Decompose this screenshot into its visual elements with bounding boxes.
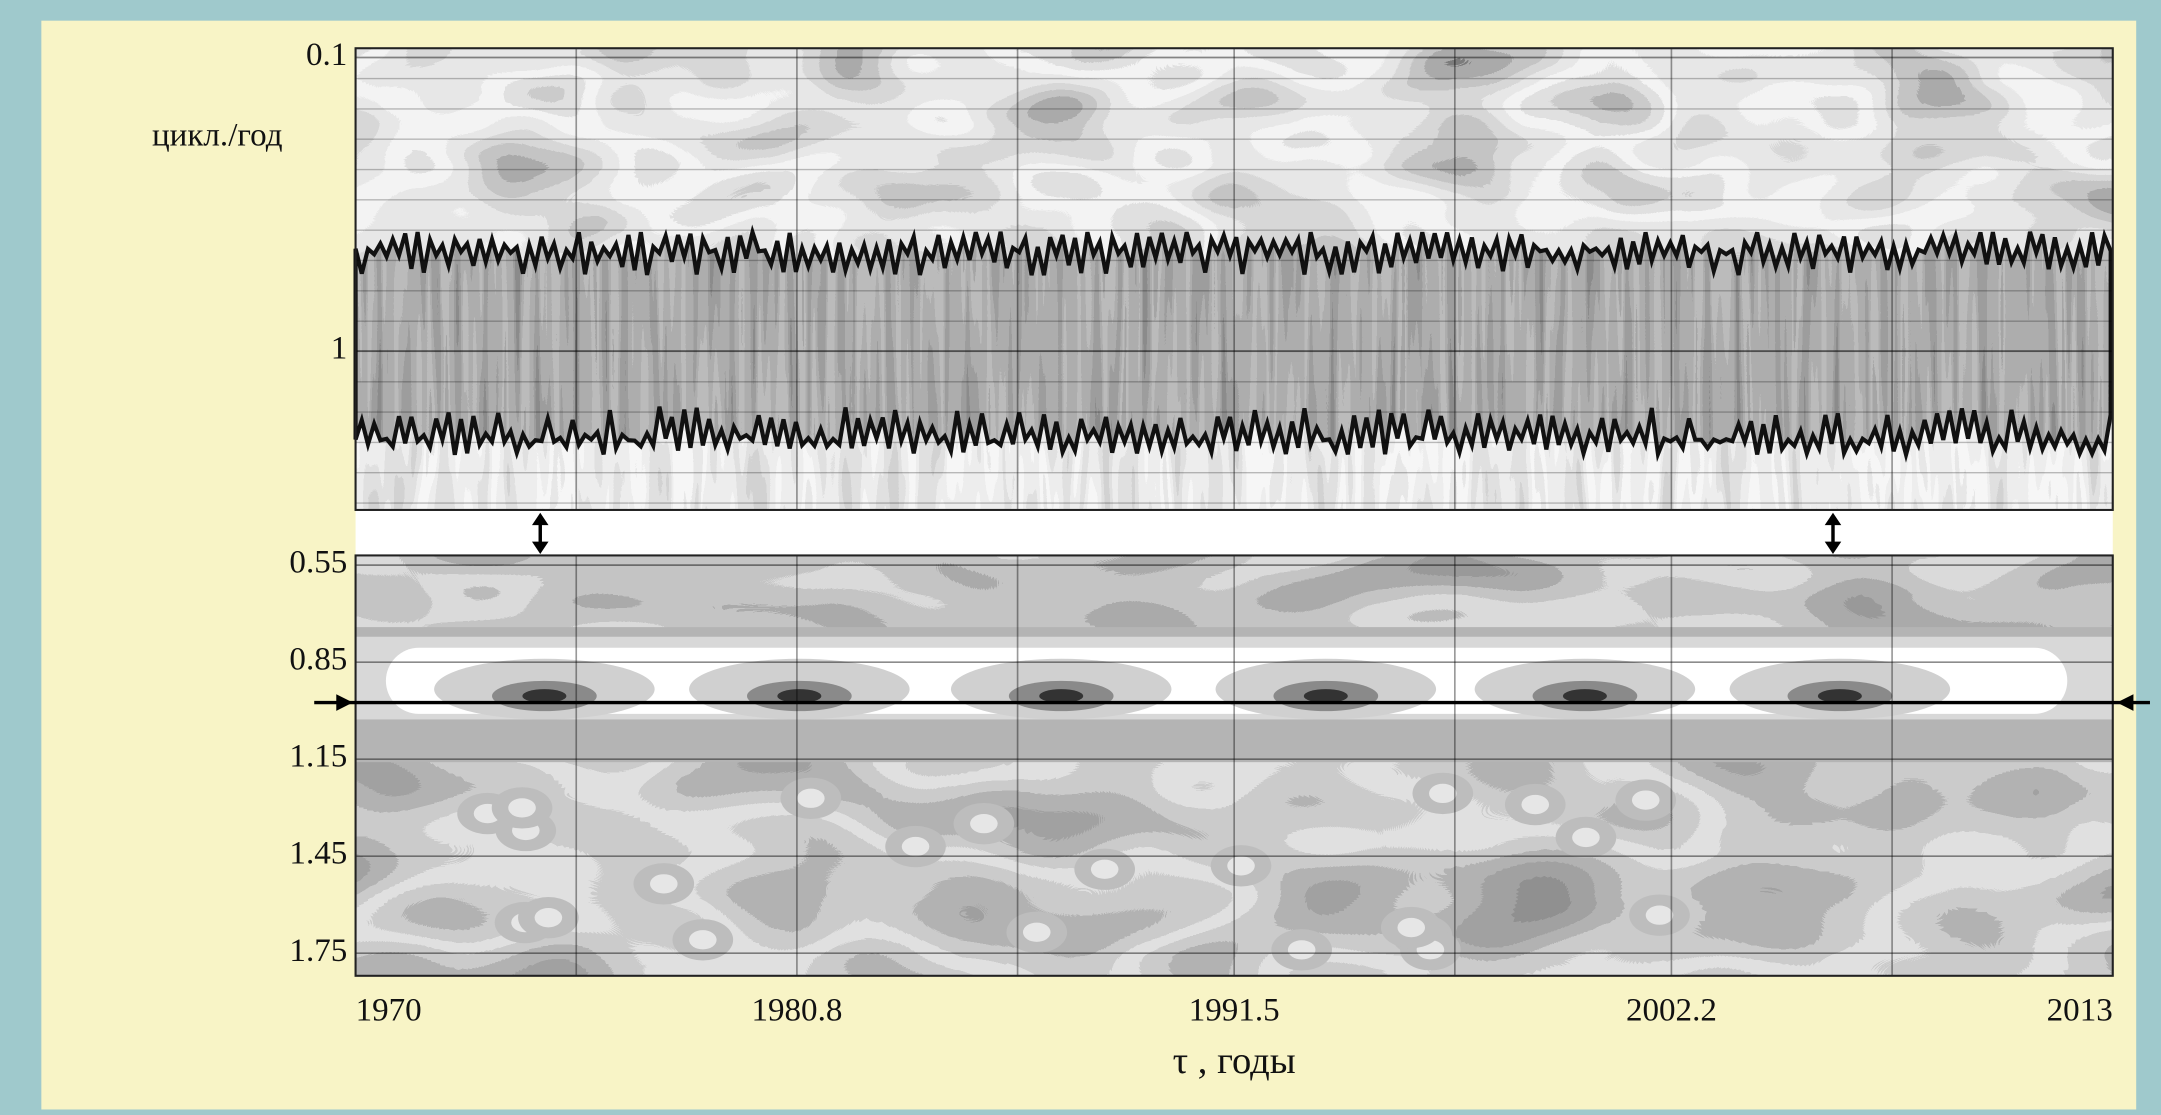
x-tick-label: 2002.2 — [1626, 993, 1717, 1029]
y-tick-label: 0.85 — [289, 642, 347, 678]
heatmap-blob — [1429, 784, 1457, 803]
chart: 0.1 1 цикл./год 0.55 0.85 1.15 1.45 1.751970 198… — [0, 0, 2161, 1115]
gap-band — [356, 510, 2113, 555]
heatmap-blob — [1521, 795, 1549, 814]
y-tick-label: 1.15 — [289, 739, 347, 775]
heatmap-blob — [1646, 906, 1674, 925]
heatmap-blob — [650, 874, 678, 893]
heatmap-blob — [1091, 860, 1119, 879]
heatmap-blob — [535, 908, 563, 927]
x-tick-label: 1970 — [356, 993, 422, 1029]
x-tick-label: 1991.5 — [1189, 993, 1280, 1029]
heatmap-blob — [689, 930, 717, 949]
heatmap-blob — [970, 814, 998, 833]
x-tick-label: 2013 — [2047, 993, 2113, 1029]
y-tick-label: 1.75 — [289, 933, 347, 969]
page: 0.1 1 цикл./год 0.55 0.85 1.15 1.45 1.751970 198… — [0, 0, 2161, 1115]
heatmap-blob — [1227, 856, 1255, 875]
y-tick-label: 1.45 — [289, 836, 347, 872]
heatmap-blob — [1632, 790, 1660, 809]
x-tick-label: 1980.8 — [751, 993, 842, 1029]
y-axis-label: цикл./год — [152, 117, 283, 153]
heatmap-blob — [1288, 940, 1316, 959]
heatmap-blob — [1023, 923, 1051, 942]
heatmap-blob — [508, 798, 536, 817]
heatmap-blob — [1572, 828, 1600, 847]
x-axis-label: τ , годы — [1173, 1040, 1296, 1082]
y-tick-label: 0.1 — [306, 37, 347, 73]
heatmap-blob — [1397, 918, 1425, 937]
heatmap-blob — [797, 789, 825, 808]
heatmap-blob — [902, 837, 930, 856]
y-tick-label: 0.55 — [289, 545, 347, 581]
y-tick-label: 1 — [331, 331, 348, 367]
